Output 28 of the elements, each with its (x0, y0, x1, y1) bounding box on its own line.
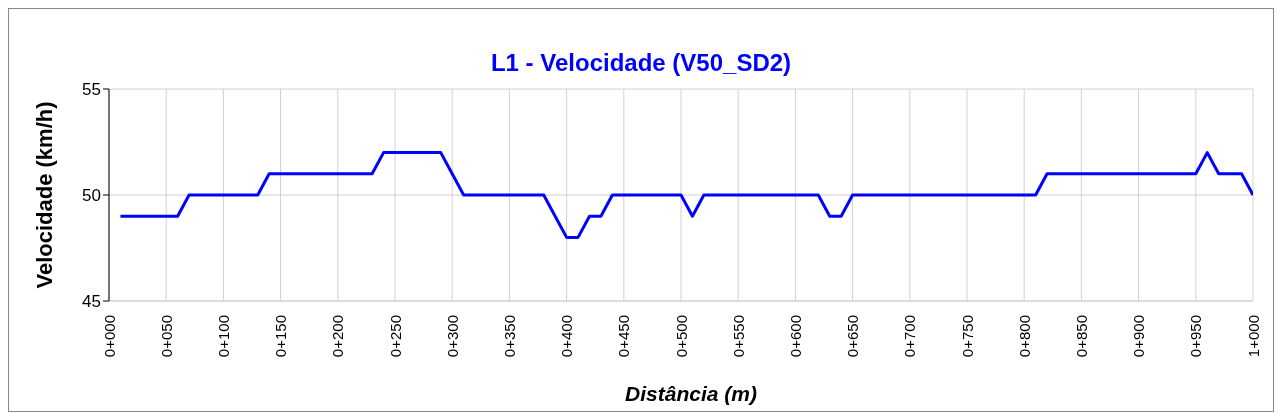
x-tick-label: 0+500 (672, 315, 690, 358)
x-tick-label: 0+000 (100, 315, 118, 358)
x-tick-label: 0+850 (1072, 315, 1090, 358)
line-series (118, 151, 1253, 239)
y-tick-label: 45 (82, 292, 101, 312)
x-tick-label: 0+650 (844, 315, 862, 358)
x-tick-label: 0+150 (272, 315, 290, 358)
y-axis-title: Velocidade (km/h) (31, 101, 57, 289)
x-tick-label: 0+950 (1187, 315, 1205, 358)
x-tick-label: 1+000 (1244, 315, 1262, 358)
x-tick-label: 0+100 (214, 315, 232, 358)
x-tick-label: 0+250 (386, 315, 404, 358)
x-tick-label: 0+800 (1015, 315, 1033, 358)
x-tick-label: 0+400 (558, 315, 576, 358)
chart-title: L1 - Velocidade (V50_SD2) (489, 49, 793, 78)
x-tick-label: 0+900 (1130, 315, 1148, 358)
x-tick-label: 0+300 (443, 315, 461, 358)
x-tick-label: 0+200 (329, 315, 347, 358)
x-tick-label: 0+750 (958, 315, 976, 358)
x-axis-title: Distância (m) (624, 381, 758, 407)
x-tick-label: 0+050 (157, 315, 175, 358)
x-tick-label: 0+350 (500, 315, 518, 358)
x-tick-label: 0+700 (901, 315, 919, 358)
y-tick-label: 50 (82, 186, 101, 206)
x-tick-label: 0+450 (615, 315, 633, 358)
x-tick-label: 0+600 (786, 315, 804, 358)
x-tick-label: 0+550 (729, 315, 747, 358)
y-tick-label: 55 (82, 80, 101, 100)
